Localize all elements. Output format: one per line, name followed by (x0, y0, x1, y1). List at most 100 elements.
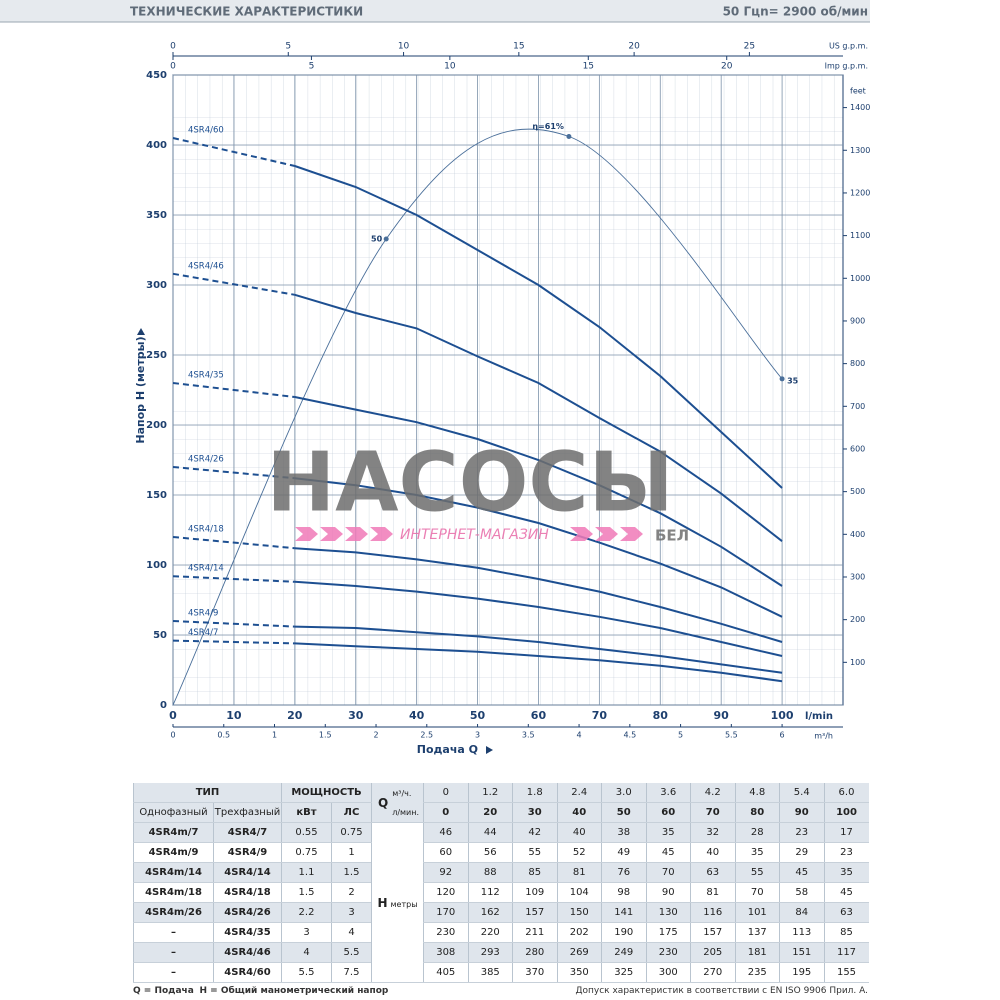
q-units: м³/ч. л/мин. (392, 784, 419, 822)
head-value: 23 (779, 822, 824, 843)
q-lmin: 90 (779, 802, 824, 823)
hp: 7.5 (331, 962, 372, 983)
watermark-tagline: ИНТЕРНЕТ-МАГАЗИН (400, 527, 549, 543)
feet-tick-label: 900 (850, 316, 865, 325)
head-value: 385 (467, 962, 513, 983)
single-phase: – (133, 922, 214, 943)
head-value: 405 (423, 962, 468, 983)
h-label: H (377, 895, 388, 910)
three-phase: 4SR4/60 (213, 962, 282, 983)
us-gpm-tick-label: 15 (513, 42, 524, 52)
y-tick-label: 100 (146, 560, 167, 571)
data-row: –4SR4/60 5.5 7.5 405 385 370 350 325 300 270 235 19… (133, 962, 869, 983)
head-value: 70 (645, 862, 691, 883)
feet-tick-label: 600 (850, 444, 865, 453)
head-value: 81 (690, 882, 735, 903)
curve-dashed (172, 575, 295, 583)
series-label: 4SR4/60 (188, 126, 224, 136)
series-label: 4SR4/14 (188, 564, 224, 574)
head-value: 190 (601, 922, 646, 943)
single-phase: – (133, 942, 214, 963)
header-cell: МОЩНОСТЬ (281, 783, 372, 803)
curve-dashed (172, 382, 295, 398)
head-value: 85 (823, 922, 869, 943)
chart: ТЕХНИЧЕСКИЕ ХАРАКТЕРИСТИКИ 50 Гц n= 2900… (0, 0, 870, 756)
head-value: 230 (423, 922, 468, 943)
y-tick-label: 350 (146, 210, 167, 221)
q-m3h: 2.4 (556, 783, 602, 803)
us-gpm-tick-label: 10 (398, 42, 410, 52)
y-tick-label: 250 (146, 350, 167, 361)
three-phase: 4SR4/7 (213, 822, 282, 843)
data-row: –4SR4/46 4 5.5 308 293 280 269 249 230 205 181 151 1… (133, 942, 869, 963)
y-arrow (137, 328, 145, 335)
q-m3h: 4.2 (690, 783, 735, 803)
head-value: 205 (690, 942, 735, 963)
head-value: 38 (601, 822, 646, 843)
chevron (570, 527, 593, 541)
imp-gpm-tick-label: 5 (309, 62, 315, 72)
curve-dashed (172, 639, 295, 645)
imp-gpm-tick-label: 15 (583, 62, 594, 72)
data-row: 4SR4m/26 4SR4/26 2.2 3 170 162 157 150 141 130 116… (133, 902, 869, 923)
head-value: 29 (779, 842, 824, 863)
chevron (320, 527, 343, 541)
series-label: 4SR4/18 (188, 525, 224, 535)
us-gpm-unit: US g.p.m. (829, 42, 868, 51)
head-value: 45 (779, 862, 824, 883)
y-tick-label: 300 (146, 280, 167, 291)
head-value: 155 (823, 962, 869, 983)
m3h-tick-label: 3 (475, 731, 480, 740)
us-gpm-tick-label: 0 (170, 42, 176, 52)
x-arrow (486, 746, 493, 754)
q-lmin: 0 (423, 802, 468, 823)
head-value: 137 (734, 922, 780, 943)
y-tick-label: 400 (146, 140, 167, 151)
head-value: 55 (512, 842, 557, 863)
head-value: 17 (823, 822, 869, 843)
q-lmin: 60 (645, 802, 691, 823)
head-value: 40 (556, 822, 602, 843)
efficiency-label: 50 (371, 235, 383, 244)
single-phase: 4SR4m/26 (133, 902, 214, 923)
head-value: 70 (734, 882, 780, 903)
head-value: 104 (556, 882, 602, 903)
y-tick-label: 0 (160, 700, 167, 711)
m3h-tick-label: 6 (780, 731, 785, 740)
q-m3h: 1.8 (512, 783, 557, 803)
head-value: 81 (556, 862, 602, 883)
us-gpm-tick-label: 25 (744, 42, 755, 52)
x-unit: l/min (805, 711, 833, 722)
head-value: 220 (467, 922, 513, 943)
watermark-suffix: БЕЛ (655, 527, 689, 545)
curve-dashed (172, 466, 295, 480)
kw: 5.5 (281, 962, 332, 983)
data-row: 4SR4m/9 4SR4/9 0.75 1 60 56 55 52 49 45 40 35 29 23 (133, 842, 869, 863)
head-value: 202 (556, 922, 602, 943)
q-m3h: 3.0 (601, 783, 646, 803)
y-tick-label: 150 (146, 490, 167, 501)
chevron (620, 527, 643, 541)
efficiency-label: 35 (787, 376, 799, 385)
q-m3h: 0 (423, 783, 468, 803)
x-tick-label: 90 (714, 709, 730, 722)
header-cell: Однофазный (133, 802, 214, 823)
head-value: 28 (734, 822, 780, 843)
q-m3h: 5.4 (779, 783, 824, 803)
head-value: 270 (690, 962, 735, 983)
head-value: 88 (467, 862, 513, 883)
m3h-tick-label: 3.5 (522, 731, 535, 740)
m3h-tick-label: 0.5 (217, 731, 230, 740)
head-value: 175 (645, 922, 691, 943)
head-value: 35 (645, 822, 691, 843)
x-tick-label: 0 (169, 709, 177, 722)
head-value: 109 (512, 882, 557, 903)
x-tick-label: 20 (287, 709, 303, 722)
q-lmin: 70 (690, 802, 735, 823)
kw: 3 (281, 922, 332, 943)
head-value: 45 (645, 842, 691, 863)
curve-dashed (172, 536, 295, 550)
imp-gpm-tick-label: 20 (721, 62, 733, 72)
